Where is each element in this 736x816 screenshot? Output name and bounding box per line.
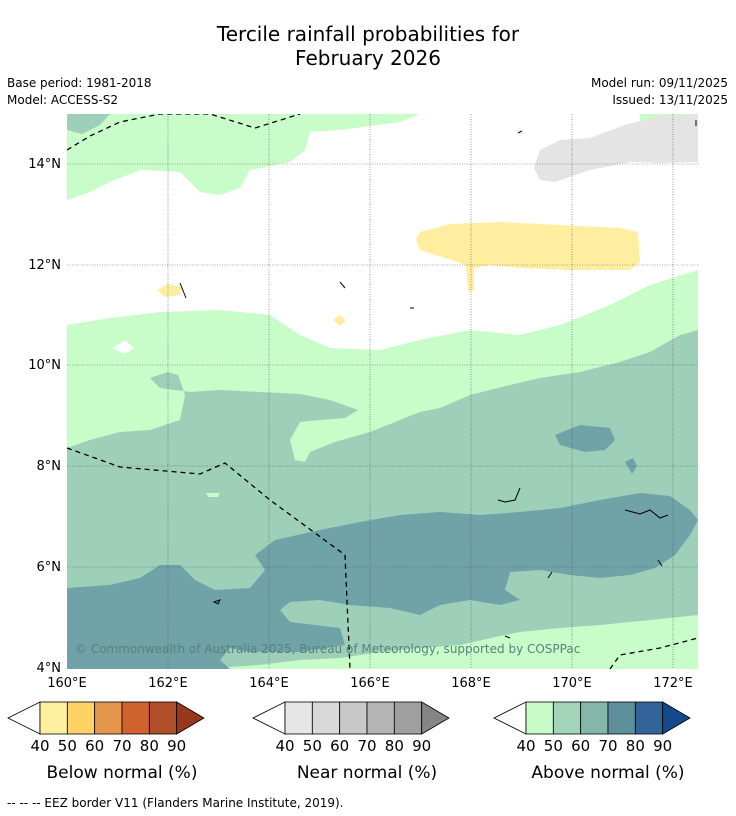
near-normal-area [534, 114, 698, 182]
lon-axis: 160°E 162°E 164°E 166°E 168°E 170°E 172°… [47, 676, 693, 691]
colorbar-tick: 40 [30, 737, 49, 755]
model-run: Model run: 09/11/2025 [590, 76, 728, 90]
lon-tick: 172°E [653, 676, 693, 691]
above-60-area-east [555, 425, 615, 452]
colorbar-segment [121, 701, 150, 735]
colorbar-2: 40 50 60 70 80 90 Near normal (%) [252, 701, 450, 783]
eez-border-se [609, 637, 698, 669]
lat-axis: 14°N 12°N 10°N 8°N 6°N 4°N [28, 157, 61, 676]
colorbar-tick: 90 [167, 737, 186, 755]
lat-tick: 10°N [28, 358, 61, 373]
colorbar-min-extension [493, 701, 527, 735]
probability-fields: © Commonwealth of Australia 2025, Bureau… [67, 114, 698, 669]
colorbar-segment [525, 701, 554, 735]
colorbars: 40 50 60 70 80 90 Below normal (%) 40 50 60 70 80 90… [7, 701, 691, 783]
colorbar-label: Below normal (%) [47, 763, 198, 783]
colorbar-segment [311, 701, 341, 735]
colorbar-segment [94, 701, 123, 735]
colorbar-3: 40 50 60 70 80 90 Above normal (%) [493, 701, 691, 783]
colorbar-tick: 60 [330, 737, 349, 755]
lat-tick: 6°N [37, 560, 62, 575]
lon-tick: 164°E [249, 676, 289, 691]
colorbar-segment [148, 701, 178, 735]
above-60-area-main [67, 493, 698, 669]
colorbar-tick: 60 [571, 737, 590, 755]
lon-tick: 160°E [47, 676, 87, 691]
colorbar-tick: 50 [303, 737, 322, 755]
colorbar-tick: 70 [357, 737, 376, 755]
lon-tick: 166°E [350, 676, 390, 691]
above-60-area-small [625, 458, 637, 474]
colorbar-tick: 50 [544, 737, 563, 755]
colorbar-min-extension [252, 701, 286, 735]
colorbar-segment [66, 701, 96, 735]
above-40-area-tiny [206, 493, 220, 497]
colorbar-max-extension [662, 701, 691, 735]
eez-legend-note: -- -- -- EEZ border V11 (Flanders Marine… [7, 796, 344, 810]
colorbar-1: 40 50 60 70 80 90 Below normal (%) [7, 701, 205, 783]
colorbar-tick: 70 [598, 737, 617, 755]
eez-border-south [67, 447, 351, 669]
colorbar-tick: 70 [112, 737, 131, 755]
colorbar-tick: 90 [412, 737, 431, 755]
colorbar-tick: 40 [275, 737, 294, 755]
colorbar-segment [552, 701, 582, 735]
lon-tick: 162°E [148, 676, 188, 691]
below-40-area-small-2 [333, 315, 346, 326]
colorbar-segment [39, 701, 68, 735]
lat-tick: 4°N [37, 661, 62, 676]
colorbar-segment [284, 701, 313, 735]
below-40-area-small-1 [157, 284, 182, 297]
model-name: Model: ACCESS-S2 [7, 93, 119, 107]
colorbar-tick: 80 [626, 737, 645, 755]
above-40-area-north [67, 114, 420, 200]
lat-tick: 14°N [28, 157, 61, 172]
white-hole [112, 340, 134, 354]
colorbar-label: Near normal (%) [297, 763, 437, 783]
colorbar-label: Above normal (%) [531, 763, 684, 783]
colorbar-segment [580, 701, 609, 735]
above-40-area-hole [112, 398, 140, 422]
above-50-area-main [67, 330, 698, 669]
above-50-area-corner [67, 114, 110, 134]
islands [179, 120, 697, 639]
colorbar-min-extension [7, 701, 41, 735]
colorbar-tick: 80 [385, 737, 404, 755]
gridlines [67, 114, 698, 669]
colorbar-max-extension [421, 701, 450, 735]
title-line-2: February 2026 [295, 46, 441, 70]
meta-left: Base period: 1981-2018 Model: ACCESS-S2 [7, 75, 152, 109]
lat-tick: 12°N [28, 258, 61, 273]
colorbar-segment [634, 701, 664, 735]
lon-tick: 168°E [451, 676, 491, 691]
meta-right: Model run: 09/11/2025 Issued: 13/11/2025 [591, 75, 728, 109]
colorbar-tick: 50 [58, 737, 77, 755]
colorbar-segment [607, 701, 636, 735]
lat-tick: 8°N [37, 459, 62, 474]
colorbar-segment [339, 701, 368, 735]
title-line-1: Tercile rainfall probabilities for [216, 22, 520, 46]
colorbar-tick: 40 [516, 737, 535, 755]
colorbar-tick: 60 [85, 737, 104, 755]
eez-borders [67, 114, 698, 669]
copyright-notice: © Commonwealth of Australia 2025, Bureau… [75, 642, 580, 656]
colorbar-segment [366, 701, 395, 735]
colorbar-segment [393, 701, 423, 735]
below-40-area-main [416, 222, 640, 292]
colorbar-tick: 80 [140, 737, 159, 755]
lon-tick: 170°E [552, 676, 592, 691]
issued-date: Issued: 13/11/2025 [612, 93, 728, 107]
colorbar-max-extension [176, 701, 205, 735]
colorbar-tick: 90 [653, 737, 672, 755]
base-period: Base period: 1981-2018 [7, 76, 152, 90]
